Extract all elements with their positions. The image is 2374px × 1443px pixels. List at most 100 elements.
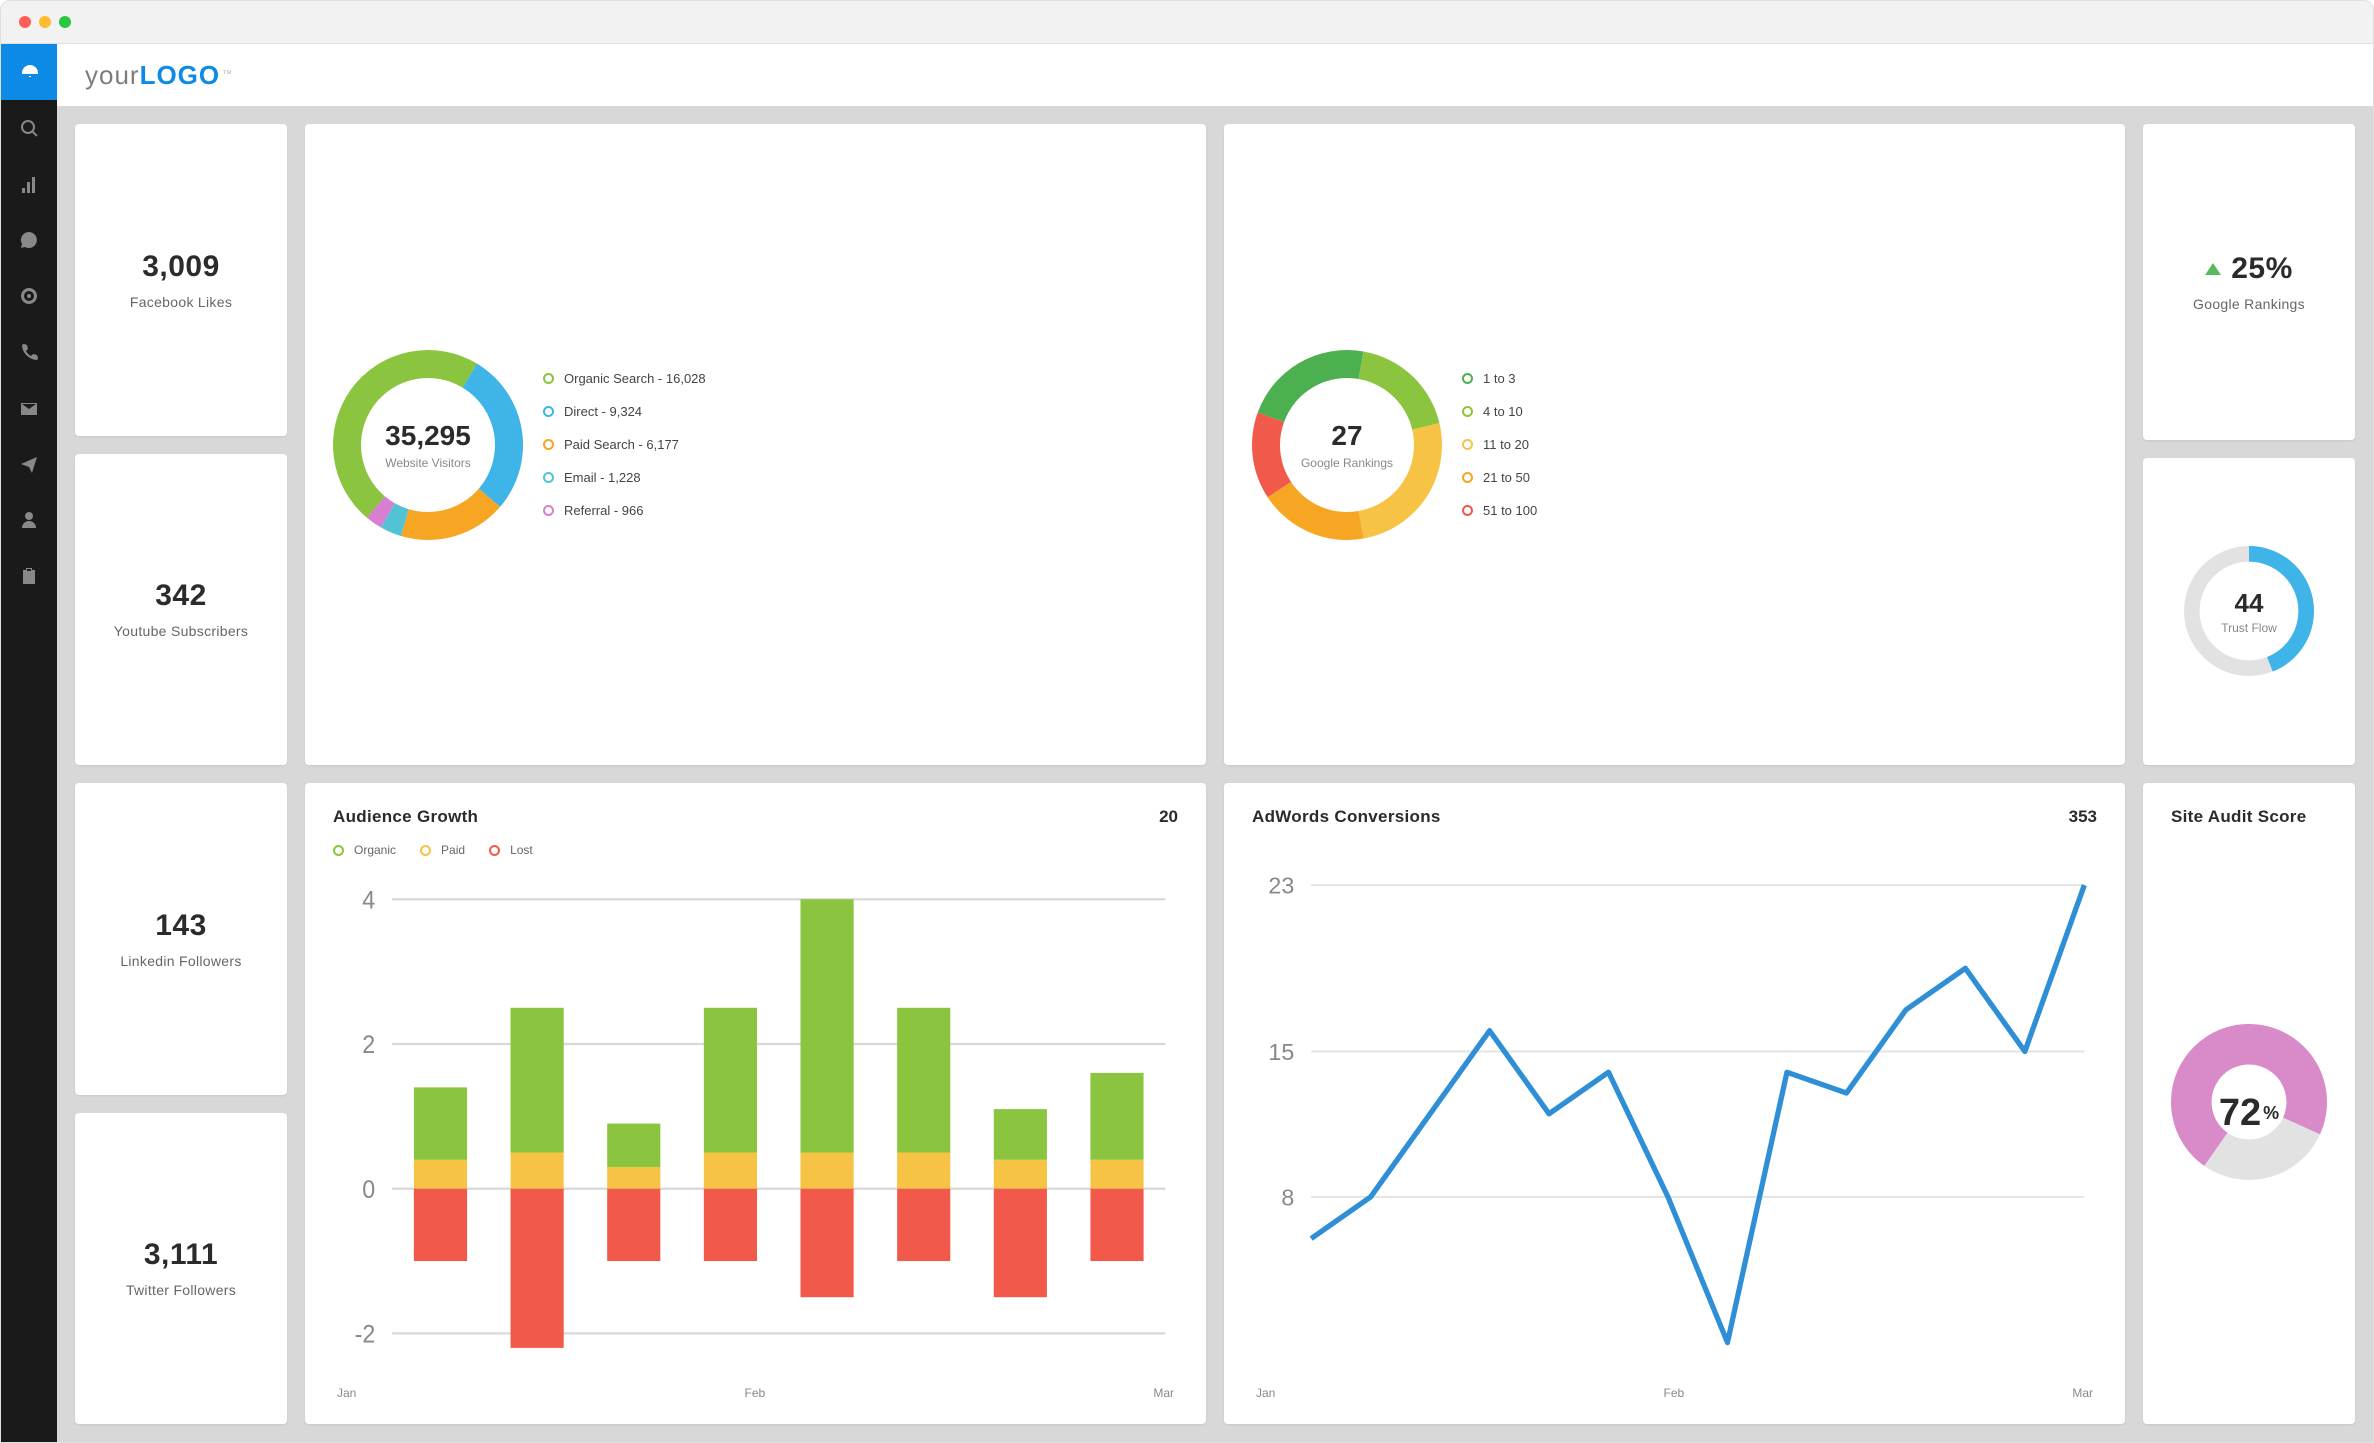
legend-label: Lost xyxy=(510,843,533,857)
dashboard-icon xyxy=(19,62,39,82)
site-audit-card[interactable]: Site Audit Score 72% xyxy=(2143,783,2355,1424)
topbar: yourLOGO™ xyxy=(57,44,2373,106)
legend-label: Paid Search - 6,177 xyxy=(564,437,679,452)
legend-item: Organic xyxy=(333,843,396,857)
svg-text:15: 15 xyxy=(1268,1039,1294,1065)
svg-text:2: 2 xyxy=(362,1031,375,1059)
svg-text:0: 0 xyxy=(362,1176,375,1204)
legend-label: Paid xyxy=(441,843,465,857)
legend-item: 21 to 50 xyxy=(1462,470,2097,485)
gauge-value: 72% xyxy=(2171,1024,2327,1204)
traffic-min[interactable] xyxy=(39,16,51,28)
user-icon xyxy=(19,510,39,530)
trend-up-icon xyxy=(2205,263,2221,275)
clipboard-nav[interactable] xyxy=(1,548,57,604)
legend-label: Email - 1,228 xyxy=(564,470,641,485)
traffic-close[interactable] xyxy=(19,16,31,28)
bars-icon xyxy=(19,174,39,194)
legend-label: 21 to 50 xyxy=(1483,470,1530,485)
twitter-followers-card[interactable]: 3,111 Twitter Followers xyxy=(75,1113,287,1425)
stat-value: 143 xyxy=(155,909,207,943)
legend-swatch xyxy=(333,845,344,856)
legend-item: 1 to 3 xyxy=(1462,371,2097,386)
legend-swatch xyxy=(543,406,554,417)
traffic-max[interactable] xyxy=(59,16,71,28)
svg-text:4: 4 xyxy=(362,887,375,915)
legend-label: 1 to 3 xyxy=(1483,371,1516,386)
stat-label: Twitter Followers xyxy=(126,1282,236,1298)
phone-nav[interactable] xyxy=(1,324,57,380)
gauge-label: Trust Flow xyxy=(2221,621,2277,635)
x-tick: Jan xyxy=(1256,1386,1275,1400)
google-rankings-trend-card[interactable]: 25% Google Rankings xyxy=(2143,124,2355,440)
sidebar xyxy=(1,44,57,1442)
legend-item: Lost xyxy=(489,843,533,857)
legend-label: Referral - 966 xyxy=(564,503,643,518)
legend-swatch xyxy=(420,845,431,856)
donut-label: Google Rankings xyxy=(1301,456,1393,470)
x-tick: Mar xyxy=(1153,1386,1174,1400)
chart-title: Site Audit Score xyxy=(2171,807,2327,827)
donut-value: 35,295 xyxy=(385,420,471,452)
chat-nav[interactable] xyxy=(1,212,57,268)
donut-value: 27 xyxy=(1331,420,1362,452)
legend-swatch xyxy=(1462,472,1473,483)
search-nav[interactable] xyxy=(1,100,57,156)
mail-nav[interactable] xyxy=(1,380,57,436)
stat-label: Youtube Subscribers xyxy=(114,623,248,639)
chart-title: AdWords Conversions xyxy=(1252,807,1441,827)
adwords-chart: 23158 xyxy=(1252,843,2097,1376)
search-icon xyxy=(19,118,39,138)
google-rankings-card[interactable]: 27 Google Rankings 1 to 34 to 1011 to 20… xyxy=(1224,124,2125,765)
legend-item: 4 to 10 xyxy=(1462,404,2097,419)
stat-label: Google Rankings xyxy=(2193,296,2305,312)
legend-item: Paid xyxy=(420,843,465,857)
chart-title: Audience Growth xyxy=(333,807,478,827)
donut-label: Website Visitors xyxy=(385,456,471,470)
chart-total: 353 xyxy=(2069,807,2097,827)
logo: yourLOGO™ xyxy=(85,60,232,91)
chat-icon xyxy=(19,230,39,250)
adwords-conversions-card[interactable]: AdWords Conversions 353 23158 JanFebMar xyxy=(1224,783,2125,1424)
facebook-likes-card[interactable]: 3,009 Facebook Likes xyxy=(75,124,287,436)
x-axis: JanFebMar xyxy=(1252,1386,2097,1400)
audience-growth-card[interactable]: Audience Growth 20 OrganicPaidLost 420-2… xyxy=(305,783,1206,1424)
chart-total: 20 xyxy=(1159,807,1178,827)
stat-value: 342 xyxy=(155,579,207,613)
x-tick: Feb xyxy=(745,1386,766,1400)
x-tick: Jan xyxy=(337,1386,356,1400)
stat-value: 3,111 xyxy=(144,1238,218,1272)
svg-text:23: 23 xyxy=(1268,873,1294,899)
legend-swatch xyxy=(1462,439,1473,450)
trust-flow-card[interactable]: 44 Trust Flow xyxy=(2143,458,2355,766)
send-nav[interactable] xyxy=(1,436,57,492)
send-icon xyxy=(19,454,39,474)
bars-nav[interactable] xyxy=(1,156,57,212)
youtube-subscribers-card[interactable]: 342 Youtube Subscribers xyxy=(75,454,287,766)
mail-icon xyxy=(19,398,39,418)
legend-item: Email - 1,228 xyxy=(543,470,1178,485)
legend-swatch xyxy=(1462,406,1473,417)
x-axis: Jan Feb Mar xyxy=(333,1386,1178,1400)
legend-label: 51 to 100 xyxy=(1483,503,1537,518)
dashboard-nav[interactable] xyxy=(1,44,57,100)
clipboard-icon xyxy=(19,566,39,586)
stat-label: Facebook Likes xyxy=(130,294,232,310)
visitors-legend: Organic Search - 16,028Direct - 9,324Pai… xyxy=(543,371,1178,518)
legend-swatch xyxy=(543,472,554,483)
stat-value: 25% xyxy=(2231,252,2293,286)
website-visitors-card[interactable]: 35,295 Website Visitors Organic Search -… xyxy=(305,124,1206,765)
legend-item: Direct - 9,324 xyxy=(543,404,1178,419)
legend-swatch xyxy=(543,505,554,516)
browser-chrome xyxy=(0,0,2374,44)
target-nav[interactable] xyxy=(1,268,57,324)
linkedin-followers-card[interactable]: 143 Linkedin Followers xyxy=(75,783,287,1095)
legend-label: Direct - 9,324 xyxy=(564,404,642,419)
legend-swatch xyxy=(543,373,554,384)
phone-icon xyxy=(19,342,39,362)
legend-label: 4 to 10 xyxy=(1483,404,1523,419)
user-nav[interactable] xyxy=(1,492,57,548)
stat-value: 3,009 xyxy=(142,250,220,284)
x-tick: Mar xyxy=(2072,1386,2093,1400)
stat-label: Linkedin Followers xyxy=(120,953,241,969)
